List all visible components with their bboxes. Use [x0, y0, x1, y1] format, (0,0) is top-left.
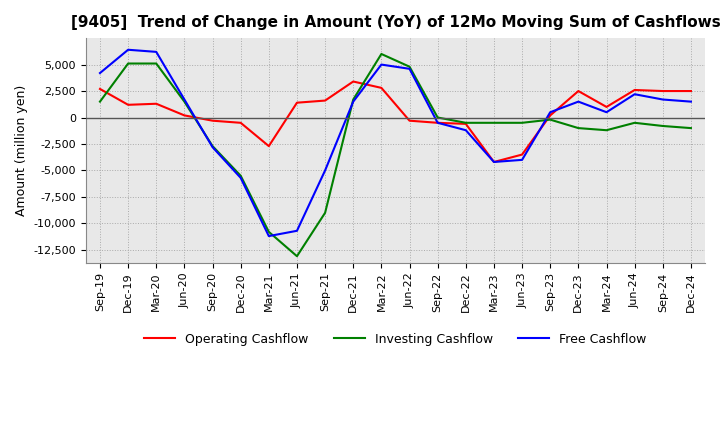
- Investing Cashflow: [180, 99, 189, 104]
- Operating Cashflow: [687, 88, 696, 94]
- Free Cashflow: [574, 99, 582, 104]
- Free Cashflow: [546, 110, 554, 115]
- Operating Cashflow: [208, 118, 217, 123]
- Free Cashflow: [602, 110, 611, 115]
- Operating Cashflow: [96, 86, 104, 92]
- Investing Cashflow: [349, 97, 358, 102]
- Investing Cashflow: [630, 120, 639, 125]
- Free Cashflow: [490, 159, 498, 165]
- Free Cashflow: [180, 97, 189, 102]
- Free Cashflow: [292, 228, 301, 234]
- Operating Cashflow: [518, 152, 526, 157]
- Free Cashflow: [518, 157, 526, 162]
- Operating Cashflow: [490, 159, 498, 165]
- Operating Cashflow: [602, 104, 611, 110]
- Investing Cashflow: [433, 115, 442, 120]
- Investing Cashflow: [377, 51, 386, 57]
- Free Cashflow: [405, 66, 414, 71]
- Investing Cashflow: [490, 120, 498, 125]
- Free Cashflow: [264, 234, 273, 239]
- Free Cashflow: [687, 99, 696, 104]
- Operating Cashflow: [152, 101, 161, 106]
- Investing Cashflow: [124, 61, 132, 66]
- Y-axis label: Amount (million yen): Amount (million yen): [15, 85, 28, 216]
- Investing Cashflow: [152, 61, 161, 66]
- Free Cashflow: [659, 97, 667, 102]
- Line: Operating Cashflow: Operating Cashflow: [100, 81, 691, 162]
- Operating Cashflow: [264, 143, 273, 149]
- Free Cashflow: [152, 49, 161, 55]
- Free Cashflow: [377, 62, 386, 67]
- Operating Cashflow: [405, 118, 414, 123]
- Free Cashflow: [124, 47, 132, 52]
- Operating Cashflow: [377, 85, 386, 91]
- Free Cashflow: [208, 144, 217, 150]
- Title: [9405]  Trend of Change in Amount (YoY) of 12Mo Moving Sum of Cashflows: [9405] Trend of Change in Amount (YoY) o…: [71, 15, 720, 30]
- Line: Free Cashflow: Free Cashflow: [100, 50, 691, 236]
- Operating Cashflow: [124, 102, 132, 107]
- Operating Cashflow: [292, 100, 301, 105]
- Operating Cashflow: [349, 79, 358, 84]
- Investing Cashflow: [574, 125, 582, 131]
- Investing Cashflow: [687, 125, 696, 131]
- Investing Cashflow: [96, 99, 104, 104]
- Free Cashflow: [349, 99, 358, 104]
- Free Cashflow: [96, 70, 104, 76]
- Legend: Operating Cashflow, Investing Cashflow, Free Cashflow: Operating Cashflow, Investing Cashflow, …: [139, 327, 652, 351]
- Investing Cashflow: [236, 173, 245, 178]
- Investing Cashflow: [602, 128, 611, 133]
- Free Cashflow: [321, 168, 330, 173]
- Investing Cashflow: [546, 117, 554, 122]
- Free Cashflow: [236, 175, 245, 180]
- Free Cashflow: [462, 128, 470, 133]
- Operating Cashflow: [630, 88, 639, 93]
- Free Cashflow: [433, 120, 442, 125]
- Operating Cashflow: [574, 88, 582, 94]
- Free Cashflow: [630, 92, 639, 97]
- Operating Cashflow: [236, 120, 245, 125]
- Operating Cashflow: [433, 120, 442, 125]
- Investing Cashflow: [292, 253, 301, 259]
- Investing Cashflow: [264, 229, 273, 235]
- Operating Cashflow: [462, 121, 470, 127]
- Operating Cashflow: [546, 113, 554, 118]
- Investing Cashflow: [321, 210, 330, 216]
- Operating Cashflow: [180, 113, 189, 118]
- Operating Cashflow: [321, 98, 330, 103]
- Line: Investing Cashflow: Investing Cashflow: [100, 54, 691, 256]
- Investing Cashflow: [518, 120, 526, 125]
- Investing Cashflow: [405, 64, 414, 70]
- Investing Cashflow: [462, 120, 470, 125]
- Investing Cashflow: [208, 143, 217, 149]
- Operating Cashflow: [659, 88, 667, 94]
- Investing Cashflow: [659, 123, 667, 128]
